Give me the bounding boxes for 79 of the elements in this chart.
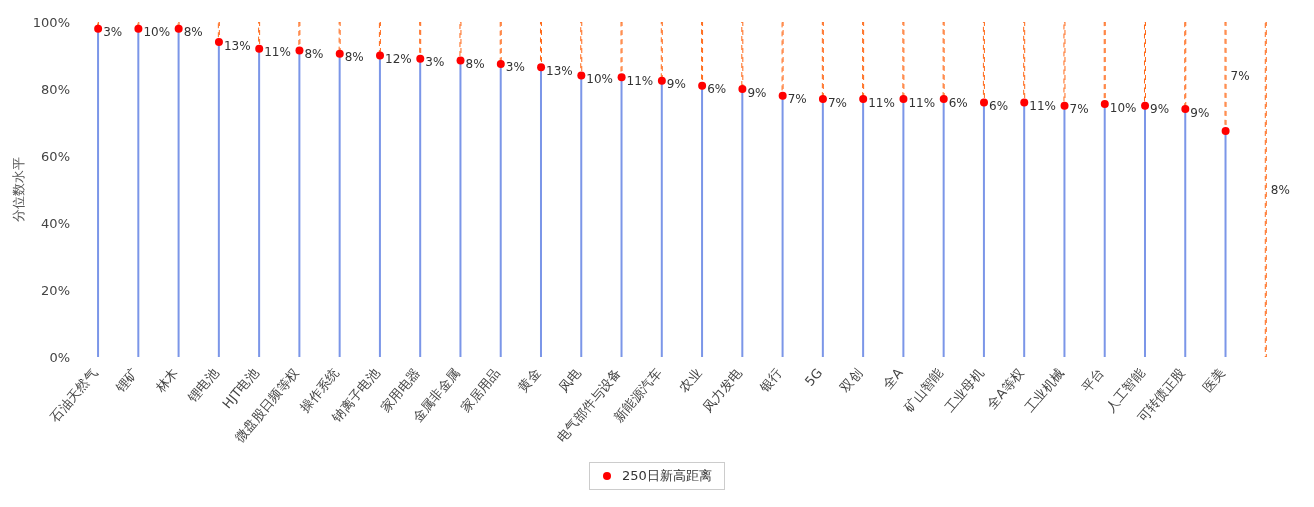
point (1060, 101, 1069, 110)
point (698, 81, 707, 90)
y-axis-title: 分位数水平 (10, 157, 26, 222)
annotation: 9% (747, 85, 767, 100)
legend-label: 250日新高距离 (621, 467, 712, 485)
annotation: 8% (465, 57, 485, 72)
point (255, 44, 264, 53)
annotation: 6% (989, 98, 1009, 113)
annotation: 11% (868, 95, 895, 110)
point (1221, 126, 1230, 135)
point (738, 85, 747, 93)
x-tick-label: 锂矿 (111, 365, 141, 396)
point (1141, 101, 1150, 110)
y-tick-label: 100% (32, 14, 70, 30)
annotation: 13% (546, 63, 573, 78)
point (617, 73, 626, 82)
annotation: 9% (666, 77, 686, 92)
point (416, 54, 425, 63)
bar (1264, 22, 1267, 357)
annotation: 12% (385, 52, 412, 67)
x-tick-label: 平台 (1078, 365, 1108, 395)
annotation: 9% (1190, 105, 1210, 120)
annotation: 6% (948, 95, 968, 110)
annotation: 8% (1270, 182, 1290, 197)
annotation: 10% (143, 25, 171, 40)
x-tick-label: 工业机械 (1021, 365, 1067, 415)
annotation: 10% (586, 72, 614, 87)
annotation: 3% (505, 60, 525, 75)
point (376, 51, 384, 60)
y-tick-label: 0% (49, 349, 70, 365)
annotation: 3% (425, 55, 445, 70)
annotation: 13% (223, 38, 251, 53)
point (214, 38, 223, 47)
y-tick-label: 40% (41, 215, 70, 231)
annotation: 7% (787, 92, 807, 107)
point (577, 71, 586, 80)
point (980, 98, 988, 107)
x-tick-label: 医美 (1199, 365, 1228, 395)
point (1100, 100, 1109, 109)
x-tick-label: 林木 (152, 365, 181, 396)
annotation: 11% (908, 95, 936, 110)
annotation: 8% (183, 25, 203, 40)
x-tick-label: 全A (880, 365, 906, 392)
point (899, 95, 908, 104)
x-tick-label: 石油天然气 (47, 365, 101, 425)
annotation: 7% (1230, 68, 1250, 83)
x-tick-label: 5G (801, 365, 826, 389)
annotation: 8% (304, 47, 324, 62)
point (859, 95, 868, 104)
annotation: 11% (626, 73, 654, 88)
annotation: 7% (827, 95, 847, 110)
point (1020, 98, 1029, 107)
annotation: 3% (103, 25, 123, 40)
annotation: 10% (1109, 100, 1137, 115)
y-tick-label: 60% (41, 148, 70, 164)
point (657, 76, 666, 85)
y-tick-label: 80% (41, 81, 70, 97)
point (778, 91, 787, 100)
x-tick-label: 黄金 (515, 365, 544, 395)
x-tick-label: 银行 (756, 365, 785, 396)
point (537, 63, 546, 72)
annotation: 6% (707, 82, 727, 97)
annotation: 11% (1029, 98, 1056, 113)
annotation: 11% (264, 45, 291, 60)
x-tick-label: 锂电池 (184, 365, 222, 406)
annotation: 8% (344, 50, 364, 65)
point (335, 49, 344, 58)
point (295, 46, 304, 55)
x-tick-label: 双创 (837, 365, 866, 395)
point (818, 95, 827, 104)
annotation: 9% (1150, 102, 1170, 117)
annotation: 7% (1069, 102, 1089, 117)
point (456, 56, 465, 65)
point (1181, 105, 1190, 114)
x-tick-label: 风电 (555, 365, 584, 395)
y-tick-label: 20% (41, 282, 70, 298)
point (496, 59, 505, 68)
x-tick-label: 农业 (676, 365, 705, 395)
point (939, 95, 948, 104)
